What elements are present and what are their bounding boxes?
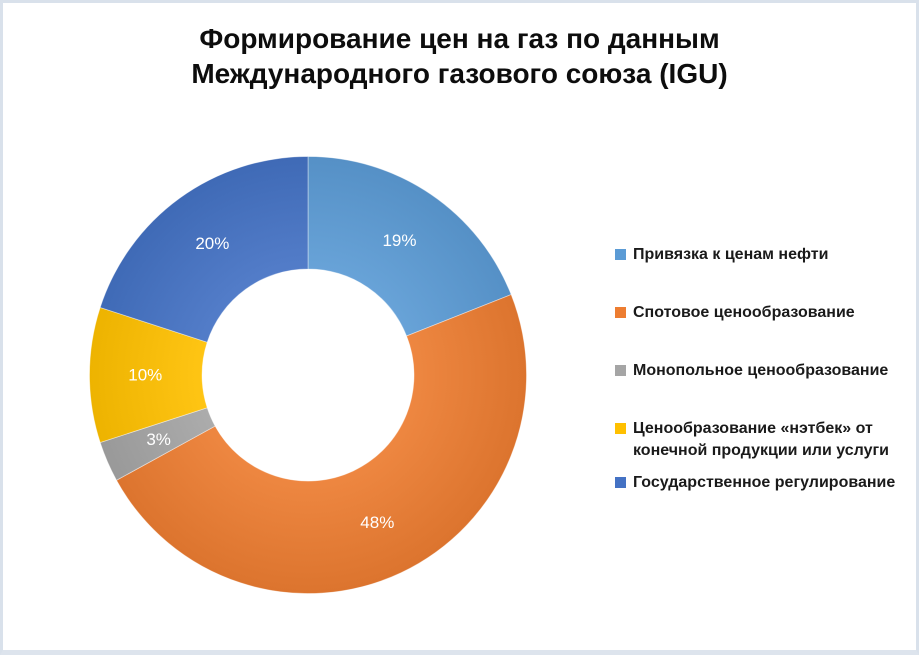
donut-slice-1 bbox=[307, 156, 512, 337]
legend-label: Ценообразование «нэтбек» от конечной про… bbox=[633, 420, 889, 459]
legend-label: Государственное регулирование bbox=[633, 474, 896, 491]
legend-label: Привязка к ценам нефти bbox=[633, 246, 829, 263]
slice-label-4: 10% bbox=[128, 366, 162, 385]
legend-label: Монопольное ценообразование bbox=[633, 362, 889, 379]
chart-title: Формирование цен на газ по данным Междун… bbox=[3, 21, 916, 91]
slice-label-3: 3% bbox=[146, 430, 171, 449]
donut-chart: 19% 48% 3% 10% 20% bbox=[89, 156, 527, 594]
legend-item-2: Спотовое ценообразование bbox=[615, 302, 855, 324]
slice-label-2: 48% bbox=[360, 513, 394, 532]
chart-title-line-1: Формирование цен на газ по данным bbox=[199, 23, 720, 54]
donut-slice-2 bbox=[115, 294, 527, 594]
donut-slice-5 bbox=[99, 156, 309, 343]
slice-label-1: 19% bbox=[382, 231, 416, 250]
chart-title-line-2: Международного газового союза (IGU) bbox=[191, 58, 728, 89]
legend-swatch-icon bbox=[615, 365, 626, 376]
legend-item-1: Привязка к ценам нефти bbox=[615, 244, 828, 266]
legend-swatch-icon bbox=[615, 477, 626, 488]
legend-item-5: Государственное регулирование bbox=[615, 472, 895, 494]
slice-label-5: 20% bbox=[195, 234, 229, 253]
legend-swatch-icon bbox=[615, 423, 626, 434]
legend-label: Спотовое ценообразование bbox=[633, 304, 855, 321]
legend-item-4: Ценообразование «нэтбек» от конечной про… bbox=[615, 418, 889, 462]
legend-swatch-icon bbox=[615, 307, 626, 318]
legend-item-3: Монопольное ценообразование bbox=[615, 360, 888, 382]
legend-swatch-icon bbox=[615, 249, 626, 260]
